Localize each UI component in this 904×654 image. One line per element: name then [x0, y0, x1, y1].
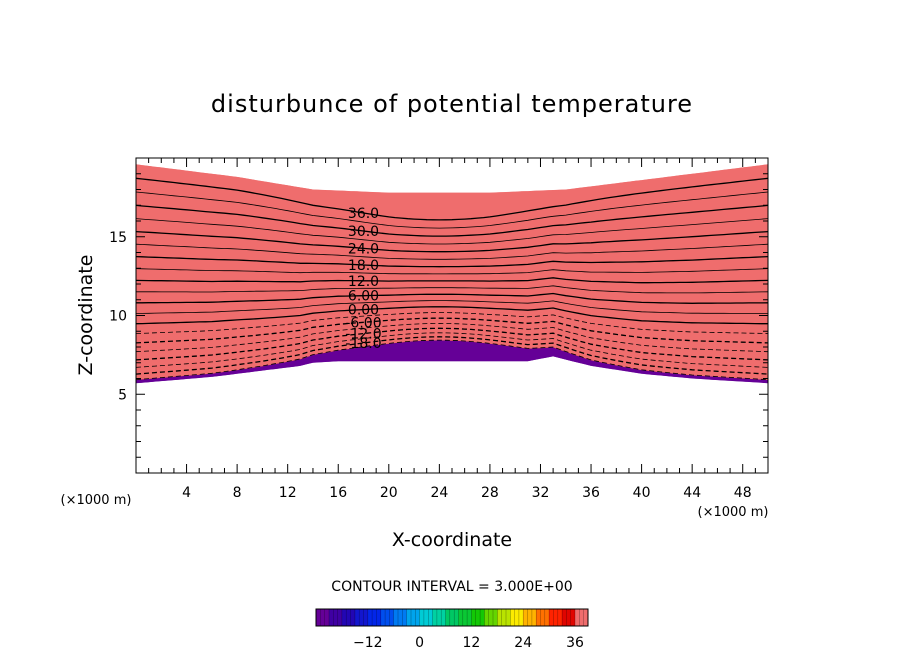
x-tick-label: 48 [734, 485, 752, 501]
x-tick-label: 44 [683, 485, 701, 501]
colorbar-tick-label: 36 [566, 635, 584, 651]
contour-label: -18.0 [345, 336, 381, 352]
contour-line [135, 332, 769, 368]
contour-line [135, 277, 769, 284]
colorbar-tick-label: −12 [353, 635, 383, 651]
contour-line [135, 204, 769, 237]
contour-label: -6.00 [345, 315, 381, 331]
contour-line [135, 255, 769, 268]
colorbar [316, 609, 588, 626]
x-tick-label: 40 [633, 485, 651, 501]
contour-line [135, 336, 769, 375]
contour-line [135, 327, 769, 361]
contour-label: -12.0 [345, 327, 381, 343]
contour-line [135, 268, 769, 275]
x-tick-label: 28 [481, 485, 499, 501]
contour-label: 30.0 [348, 224, 379, 240]
y-tick-labels: 5 10 15 [109, 230, 127, 403]
contour-line [135, 191, 769, 229]
y-axis-label: Z-coordinate [75, 255, 97, 376]
contour-line [135, 300, 768, 314]
contour-label: 36.0 [348, 206, 379, 222]
contour-line [135, 322, 769, 353]
contour-lines [135, 177, 769, 380]
contour-line [135, 218, 769, 245]
contour-line [135, 243, 769, 260]
contour-line [135, 230, 769, 253]
colorbar-tick-label: 24 [514, 635, 532, 651]
x-tick-label: 4 [182, 485, 191, 501]
colorbar-dividers [320, 609, 584, 626]
y-tick-label: 5 [118, 387, 127, 403]
colorbar-tick-label: 0 [415, 635, 424, 651]
contour-label: 24.0 [348, 241, 379, 257]
contour-label: 0.00 [348, 303, 379, 319]
x-tick-label: 20 [380, 485, 398, 501]
contour-label: 12.0 [348, 274, 379, 290]
colorbar-frame [315, 608, 589, 627]
contour-line [135, 317, 769, 344]
x-tick-label: 12 [279, 485, 297, 501]
chart-title: disturbunce of potential temperature [211, 90, 693, 118]
contour-line [135, 177, 769, 221]
x-tick-label: 24 [430, 485, 448, 501]
x-tick-labels: 4 8 12 16 20 24 28 32 36 40 44 48 [182, 485, 751, 501]
x-tick-label: 8 [233, 485, 242, 501]
contour-line [136, 285, 769, 294]
contour-interval-note: CONTOUR INTERVAL = 3.000E+00 [331, 579, 572, 595]
x-tick-label: 32 [532, 485, 550, 501]
x-tick-label: 16 [329, 485, 347, 501]
y-unit-label: (×1000 m) [61, 493, 132, 508]
contour-label: 6.00 [348, 289, 379, 305]
colorbar-tick-labels: −12 0 12 24 36 [353, 635, 584, 651]
contour-line [136, 292, 769, 304]
x-axis-label: X-coordinate [392, 529, 512, 551]
x-tick-label: 36 [582, 485, 600, 501]
contour-line [135, 306, 768, 325]
contour-label: 18.0 [348, 258, 379, 274]
x-unit-label: (×1000 m) [698, 505, 769, 520]
contour-line [135, 339, 769, 380]
colorbar-tick-label: 12 [462, 635, 480, 651]
axis-ticks [136, 158, 768, 473]
y-tick-label: 10 [109, 309, 127, 325]
y-tick-label: 15 [109, 230, 127, 246]
contour-line [135, 312, 769, 334]
